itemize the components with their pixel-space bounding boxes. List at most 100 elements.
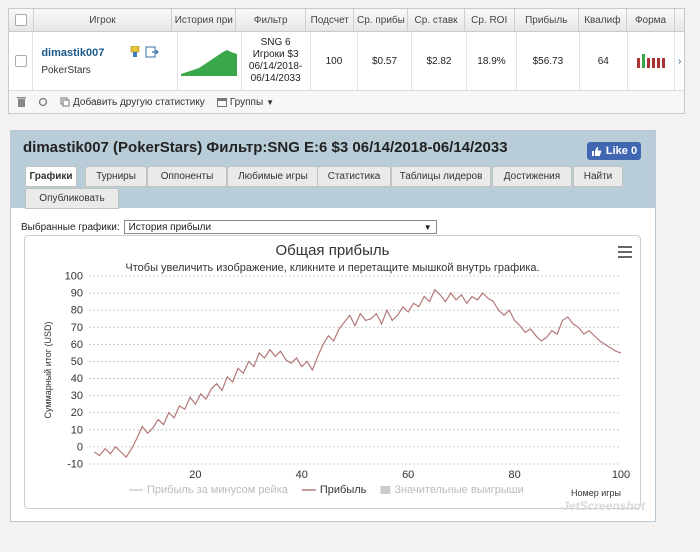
history-sparkline-cell[interactable] <box>178 32 242 90</box>
tab-charts[interactable]: Графики <box>25 166 77 187</box>
header-filter[interactable]: Фильтр <box>236 9 307 31</box>
select-all-cell[interactable] <box>9 9 34 31</box>
more-link[interactable]: › <box>678 55 682 67</box>
y-tick-label: 50 <box>71 356 83 368</box>
row-checkbox[interactable] <box>14 55 27 67</box>
x-tick-label: 80 <box>508 469 520 481</box>
chart-title: Общая прибыль <box>275 242 390 259</box>
groups-dropdown[interactable]: Группы ▼ <box>216 96 275 108</box>
add-stats-button[interactable]: Добавить другую статистику <box>60 97 205 108</box>
tab-achievements[interactable]: Достижения <box>492 166 572 187</box>
header-count[interactable]: Подсчет <box>306 9 355 31</box>
table-header: Игрок История при Фильтр Подсчет Ср. при… <box>9 9 684 32</box>
y-tick-label: -10 <box>67 459 83 471</box>
qualif-cell: 64 <box>580 32 628 90</box>
history-sparkline[interactable] <box>179 46 239 76</box>
chevron-down-icon: ▼ <box>423 222 432 232</box>
header-avg-stake[interactable]: Ср. ставк <box>408 9 465 31</box>
table-row: dimastik007 PokerStars SNG 6 Игроки $3 0… <box>9 32 684 91</box>
chart-select[interactable]: История прибыли ▼ <box>123 220 437 234</box>
y-axis-label: Суммарный итог (USD) <box>43 321 53 418</box>
avg-roi-cell: 18.9% <box>467 32 517 90</box>
filter-line-3: 06/14/2018- <box>248 61 303 72</box>
header-avg-roi[interactable]: Ср. ROI <box>465 9 515 31</box>
tab-leaderboards[interactable]: Таблицы лидеров <box>391 166 491 187</box>
y-tick-label: 20 <box>71 407 83 419</box>
form-bar <box>641 54 645 68</box>
player-panel: dimastik007 (PokerStars) Фильтр:SNG E:6 … <box>10 130 656 522</box>
profit-series-line <box>93 288 622 459</box>
header-avg-profit[interactable]: Ср. прибы <box>354 9 409 31</box>
award-icon[interactable] <box>130 46 140 58</box>
tab-publish[interactable]: Опубликовать <box>25 188 119 209</box>
selector-label: Выбранные графики: <box>21 221 120 233</box>
legend-item[interactable]: Значительные выигрыши <box>394 484 523 496</box>
x-tick-label: 100 <box>612 469 630 481</box>
stats-table: Игрок История при Фильтр Подсчет Ср. при… <box>8 8 685 114</box>
filter-line-1: SNG 6 <box>260 37 291 48</box>
trash-icon <box>17 97 26 107</box>
refresh-icon <box>38 97 48 107</box>
y-tick-label: 0 <box>77 441 83 453</box>
form-bar <box>661 58 665 68</box>
facebook-like-button[interactable]: Like 0 <box>587 142 641 160</box>
form-bar <box>636 58 640 68</box>
y-tick-label: 10 <box>71 424 83 436</box>
tab-statistics[interactable]: Статистика <box>317 166 391 187</box>
x-tick-label: 60 <box>402 469 414 481</box>
form-bar <box>651 58 655 68</box>
header-qualif[interactable]: Квалиф <box>579 9 627 31</box>
chart-selector: Выбранные графики: История прибыли ▼ <box>21 220 437 234</box>
select-all-checkbox[interactable] <box>14 14 27 26</box>
filter-line-2: Игроки $3 <box>252 49 299 60</box>
chevron-down-icon: ▼ <box>266 97 275 107</box>
player-site: PokerStars <box>41 64 91 76</box>
y-tick-label: 100 <box>65 271 83 283</box>
y-tick-label: 60 <box>71 339 83 351</box>
player-cell: dimastik007 PokerStars <box>33 32 179 90</box>
table-footer: Добавить другую статистику Группы ▼ <box>9 91 684 113</box>
filter-line-4: 06/14/2033 <box>250 73 301 84</box>
tab-search[interactable]: Найти <box>573 166 623 187</box>
profit-chart[interactable]: Общая прибыль Чтобы увеличить изображени… <box>24 235 641 509</box>
profit-cell: $56.73 <box>517 32 580 90</box>
y-tick-label: 40 <box>71 373 83 385</box>
refresh-button[interactable] <box>38 97 48 107</box>
header-history[interactable]: История при <box>172 9 237 31</box>
header-player[interactable]: Игрок <box>34 9 173 31</box>
count-cell: 100 <box>311 32 359 90</box>
player-name-link[interactable]: dimastik007 <box>41 46 105 59</box>
export-icon[interactable] <box>145 46 160 58</box>
chart-subtitle: Чтобы увеличить изображение, кликните и … <box>125 262 540 274</box>
header-profit[interactable]: Прибыль <box>515 9 579 31</box>
y-tick-label: 30 <box>71 390 83 402</box>
form-bar <box>646 58 650 68</box>
y-tick-label: 90 <box>71 288 83 300</box>
form-cell <box>628 32 676 90</box>
header-form[interactable]: Форма <box>627 9 676 31</box>
legend-item[interactable]: Прибыль за минусом рейка <box>147 484 289 496</box>
tab-tournaments[interactable]: Турниры <box>85 166 147 187</box>
row-select-cell[interactable] <box>9 32 34 90</box>
chart-menu-icon[interactable] <box>618 246 632 261</box>
panel-header: dimastik007 (PokerStars) Фильтр:SNG E:6 … <box>11 131 655 209</box>
form-bar <box>656 58 660 68</box>
groups-label: Группы <box>229 96 264 108</box>
groups-icon <box>216 97 227 107</box>
delete-button[interactable] <box>17 97 26 107</box>
copy-icon <box>60 97 70 107</box>
header-extra <box>675 9 684 31</box>
filter-cell: SNG 6 Игроки $3 06/14/2018- 06/14/2033 <box>242 32 311 90</box>
add-stats-label: Добавить другую статистику <box>73 96 205 108</box>
thumbs-up-icon <box>591 146 602 156</box>
avg-profit-cell: $0.57 <box>358 32 412 90</box>
legend-swatch <box>380 486 391 494</box>
tab-opponents[interactable]: Оппоненты <box>147 166 227 187</box>
x-axis-label: Номер игры <box>571 488 621 498</box>
x-tick-label: 20 <box>189 469 201 481</box>
legend-item[interactable]: Прибыль <box>320 484 367 496</box>
panel-title: dimastik007 (PokerStars) Фильтр:SNG E:6 … <box>23 139 508 156</box>
y-tick-label: 80 <box>71 305 83 317</box>
chart-svg[interactable]: -10 0 10 20 30 40 50 60 70 80 90 100 20 40 60 80 100 Сумм… <box>25 236 640 508</box>
tab-favorite-games[interactable]: Любимые игры <box>227 166 319 187</box>
